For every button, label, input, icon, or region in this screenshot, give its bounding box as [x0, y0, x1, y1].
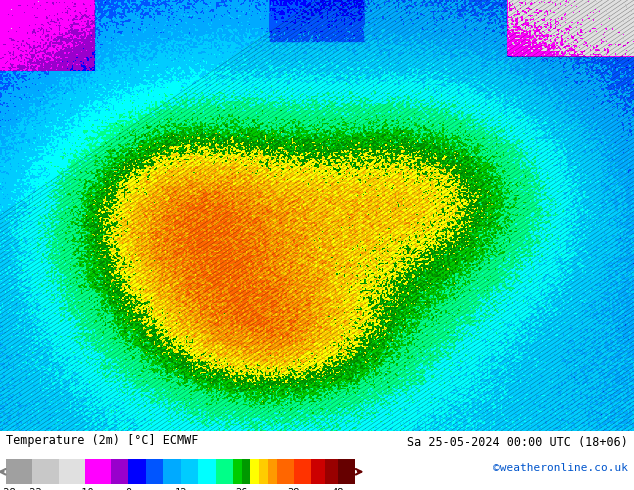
Text: -22: -22: [23, 488, 42, 490]
Bar: [32, 460, 58, 484]
Text: 26: 26: [235, 488, 248, 490]
Bar: [276, 460, 294, 484]
Text: Sa 25-05-2024 00:00 UTC (18+06): Sa 25-05-2024 00:00 UTC (18+06): [407, 436, 628, 449]
Bar: [85, 460, 111, 484]
Bar: [111, 460, 128, 484]
Bar: [6, 460, 32, 484]
Bar: [311, 460, 325, 484]
Bar: [128, 460, 146, 484]
Text: Temperature (2m) [°C] ECMWF: Temperature (2m) [°C] ECMWF: [6, 434, 198, 447]
Bar: [259, 460, 268, 484]
Text: 38: 38: [288, 488, 301, 490]
Bar: [268, 460, 276, 484]
Bar: [242, 460, 250, 484]
Text: 48: 48: [332, 488, 344, 490]
Bar: [337, 460, 355, 484]
Text: -10: -10: [75, 488, 94, 490]
Bar: [58, 460, 85, 484]
Text: ©weatheronline.co.uk: ©weatheronline.co.uk: [493, 463, 628, 473]
Text: -28: -28: [0, 488, 16, 490]
Text: 0: 0: [126, 488, 131, 490]
Text: 12: 12: [174, 488, 187, 490]
Bar: [294, 460, 311, 484]
Bar: [233, 460, 242, 484]
Bar: [198, 460, 216, 484]
Bar: [181, 460, 198, 484]
Bar: [164, 460, 181, 484]
Bar: [250, 460, 259, 484]
Bar: [216, 460, 233, 484]
Bar: [146, 460, 164, 484]
Bar: [325, 460, 337, 484]
